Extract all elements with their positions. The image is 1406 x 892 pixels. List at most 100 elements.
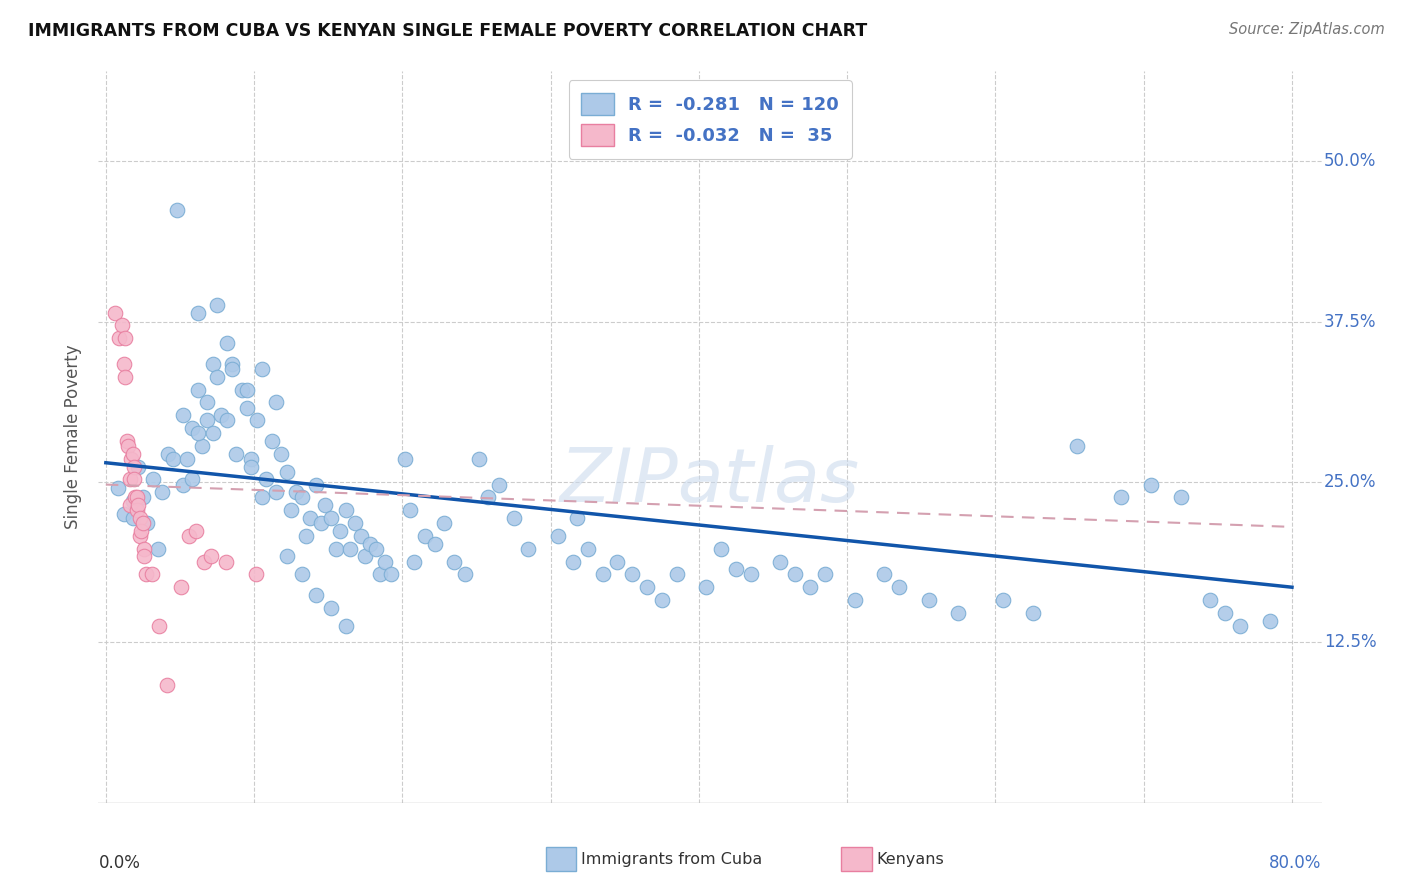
Point	[107, 482, 129, 496]
Point	[1229, 618, 1251, 632]
Point	[111, 318, 134, 333]
Point	[231, 383, 253, 397]
Point	[329, 524, 352, 538]
Point	[433, 516, 456, 530]
Text: IMMIGRANTS FROM CUBA VS KENYAN SINGLE FEMALE POVERTY CORRELATION CHART: IMMIGRANTS FROM CUBA VS KENYAN SINGLE FE…	[28, 22, 868, 40]
Point	[305, 588, 328, 602]
Point	[567, 511, 589, 525]
Point	[350, 529, 373, 543]
Point	[404, 555, 426, 569]
Point	[814, 567, 837, 582]
Point	[394, 451, 416, 466]
Point	[118, 498, 141, 512]
Point	[695, 580, 717, 594]
Point	[215, 555, 238, 569]
Text: 80.0%: 80.0%	[1270, 854, 1322, 872]
Point	[112, 357, 135, 371]
Point	[276, 549, 298, 564]
Point	[1199, 593, 1222, 607]
Point	[187, 305, 209, 319]
Point	[266, 485, 288, 500]
Point	[621, 567, 644, 582]
Text: Immigrants from Cuba: Immigrants from Cuba	[581, 853, 762, 867]
Point	[132, 516, 155, 530]
Point	[156, 678, 179, 692]
Point	[364, 541, 387, 556]
Point	[142, 472, 165, 486]
Point	[354, 549, 377, 564]
Point	[413, 529, 436, 543]
Point	[710, 541, 733, 556]
Point	[112, 507, 135, 521]
Point	[1170, 491, 1192, 505]
Point	[211, 409, 233, 423]
Point	[127, 498, 149, 512]
Point	[162, 451, 184, 466]
Point	[398, 503, 420, 517]
Point	[295, 529, 318, 543]
Point	[201, 426, 224, 441]
Point	[368, 567, 391, 582]
Point	[134, 549, 156, 564]
Point	[141, 567, 163, 582]
Point	[314, 498, 336, 512]
Point	[592, 567, 614, 582]
Point	[120, 451, 142, 466]
Point	[221, 362, 243, 376]
Point	[477, 491, 499, 505]
Text: 37.5%: 37.5%	[1324, 312, 1376, 331]
Point	[502, 511, 524, 525]
Point	[335, 618, 357, 632]
Point	[125, 491, 148, 505]
Point	[343, 516, 366, 530]
Point	[270, 447, 292, 461]
Point	[195, 413, 218, 427]
Point	[176, 451, 198, 466]
Point	[290, 491, 312, 505]
Point	[187, 383, 209, 397]
Point	[321, 600, 343, 615]
Point	[200, 549, 222, 564]
Point	[118, 472, 141, 486]
Point	[1111, 491, 1133, 505]
Point	[136, 516, 159, 530]
Point	[651, 593, 673, 607]
Point	[561, 555, 583, 569]
Point	[187, 426, 209, 441]
Point	[221, 357, 243, 371]
Point	[724, 562, 747, 576]
Text: 25.0%: 25.0%	[1324, 473, 1376, 491]
Point	[114, 331, 136, 345]
Point	[205, 298, 228, 312]
Point	[254, 472, 277, 486]
Point	[918, 593, 941, 607]
Point	[177, 529, 200, 543]
Point	[547, 529, 569, 543]
Point	[887, 580, 910, 594]
Point	[468, 451, 491, 466]
Point	[339, 541, 361, 556]
Point	[576, 541, 599, 556]
Point	[217, 413, 239, 427]
Point	[121, 447, 143, 461]
Point	[1021, 606, 1043, 620]
Point	[250, 491, 273, 505]
Point	[121, 511, 143, 525]
Text: ZIPatlas: ZIPatlas	[560, 445, 860, 517]
Point	[235, 383, 257, 397]
Point	[117, 439, 139, 453]
Point	[844, 593, 866, 607]
Point	[250, 362, 273, 376]
Point	[150, 485, 173, 500]
Point	[191, 439, 214, 453]
Point	[122, 459, 145, 474]
Point	[785, 567, 807, 582]
Point	[517, 541, 540, 556]
Point	[114, 369, 136, 384]
Point	[769, 555, 792, 569]
Point	[180, 472, 202, 486]
Point	[266, 395, 288, 409]
Point	[131, 524, 153, 538]
Point	[1258, 614, 1281, 628]
Point	[280, 503, 302, 517]
